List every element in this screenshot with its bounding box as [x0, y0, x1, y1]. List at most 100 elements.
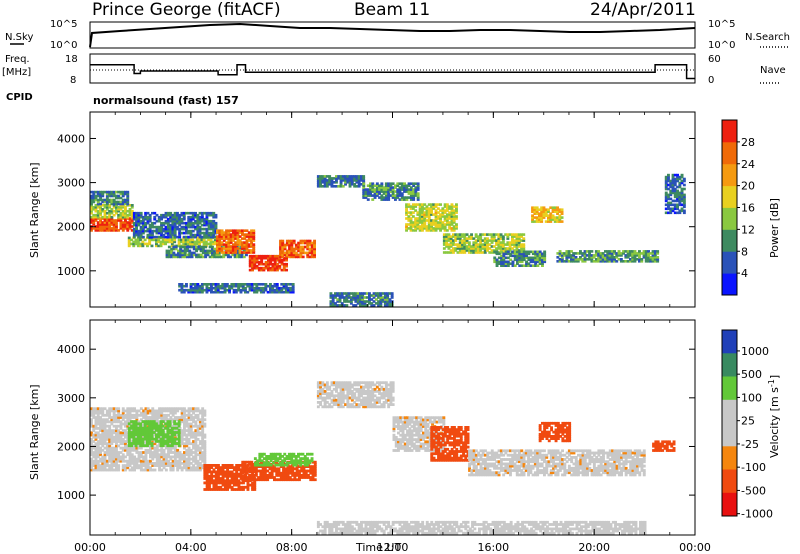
power-cell	[375, 184, 379, 187]
velocity-cell	[223, 485, 227, 489]
velocity-cell	[137, 459, 141, 463]
velocity-cell	[96, 444, 100, 448]
power-cell	[667, 205, 670, 209]
power-cell	[126, 200, 130, 204]
velocity-cell	[235, 472, 239, 476]
power-cell	[463, 243, 467, 246]
velocity-cell	[192, 433, 195, 437]
power-cell	[176, 235, 179, 239]
power-cell	[271, 268, 275, 272]
power-cell	[606, 254, 610, 257]
power-cell	[365, 296, 369, 299]
power-cell	[442, 239, 446, 242]
velocity-cell	[192, 468, 195, 472]
power-cell	[313, 255, 316, 259]
velocity-cell	[198, 446, 202, 450]
velocity-cell	[162, 457, 166, 461]
power-cell	[290, 249, 294, 253]
power-cell	[534, 258, 538, 262]
power-cell	[279, 249, 282, 253]
power-cell	[508, 249, 512, 252]
power-cell	[297, 255, 301, 259]
velocity-cell	[194, 451, 198, 454]
power-cell	[157, 238, 161, 242]
velocity-cell	[208, 485, 211, 489]
power-cell	[308, 255, 312, 259]
power-cell	[517, 235, 521, 238]
power-cell	[276, 258, 279, 262]
power-cell	[237, 283, 241, 286]
velocity-cell	[130, 455, 134, 459]
power-cell	[204, 251, 208, 255]
velocity-cell	[117, 464, 121, 467]
power-cell	[553, 218, 557, 221]
velocity-cell	[155, 464, 159, 467]
velocity-cell	[196, 464, 200, 467]
velocity-cell	[196, 429, 200, 432]
velocity-cell	[176, 418, 180, 422]
power-cell	[384, 194, 388, 197]
power-cell	[285, 241, 289, 245]
power-cell	[369, 188, 372, 191]
velocity-cell	[298, 478, 301, 482]
power-cell	[178, 219, 182, 223]
power-cell	[115, 211, 118, 215]
velocity-cell	[266, 469, 270, 473]
power-cell	[299, 251, 303, 255]
power-cell	[132, 240, 136, 244]
power-cell	[558, 214, 562, 217]
power-cell	[551, 216, 555, 219]
power-cell	[379, 292, 383, 295]
power-cell	[139, 244, 143, 248]
power-cell	[421, 229, 424, 232]
velocity-cell	[183, 431, 186, 435]
velocity-cell	[268, 471, 272, 475]
power-cell	[183, 255, 187, 259]
power-cell	[533, 212, 537, 215]
power-cell	[200, 238, 204, 242]
velocity-cell	[137, 464, 141, 467]
power-cell	[508, 241, 512, 244]
power-cell	[170, 242, 174, 246]
power-cell	[281, 249, 285, 253]
velocity-cell	[96, 442, 100, 446]
power-cell	[308, 247, 312, 251]
velocity-cell	[153, 455, 157, 459]
power-cell	[207, 286, 211, 290]
velocity-cell	[158, 457, 161, 461]
power-cell	[148, 219, 152, 223]
velocity-cell	[110, 438, 114, 441]
power-cell	[185, 227, 188, 231]
power-cell	[219, 290, 222, 294]
power-cell	[398, 192, 402, 195]
velocity-cell	[139, 464, 143, 467]
power-cell	[387, 184, 391, 187]
power-cell	[649, 260, 653, 263]
velocity-cell	[187, 464, 191, 467]
velocity-cell	[241, 460, 245, 464]
velocity-cell	[94, 431, 98, 435]
power-cell	[162, 233, 166, 237]
velocity-cell	[169, 457, 173, 461]
power-cell	[222, 255, 226, 259]
velocity-cell	[248, 478, 251, 482]
power-cell	[157, 225, 161, 229]
power-cell	[403, 184, 406, 187]
velocity-cell	[176, 429, 180, 432]
power-cell	[403, 186, 406, 189]
power-cell	[535, 210, 539, 213]
power-cell	[335, 185, 338, 188]
power-cell	[439, 203, 442, 206]
power-cell	[372, 294, 376, 297]
power-cell	[516, 250, 519, 254]
power-cell	[479, 247, 483, 250]
power-cell	[414, 188, 418, 191]
power-cell	[146, 215, 150, 219]
power-cell	[214, 223, 218, 227]
velocity-cell	[183, 462, 186, 465]
velocity-cell	[164, 442, 167, 445]
power-cell	[141, 225, 145, 229]
power-cell	[135, 211, 138, 215]
velocity-cell	[158, 464, 161, 467]
power-cell	[488, 239, 492, 242]
